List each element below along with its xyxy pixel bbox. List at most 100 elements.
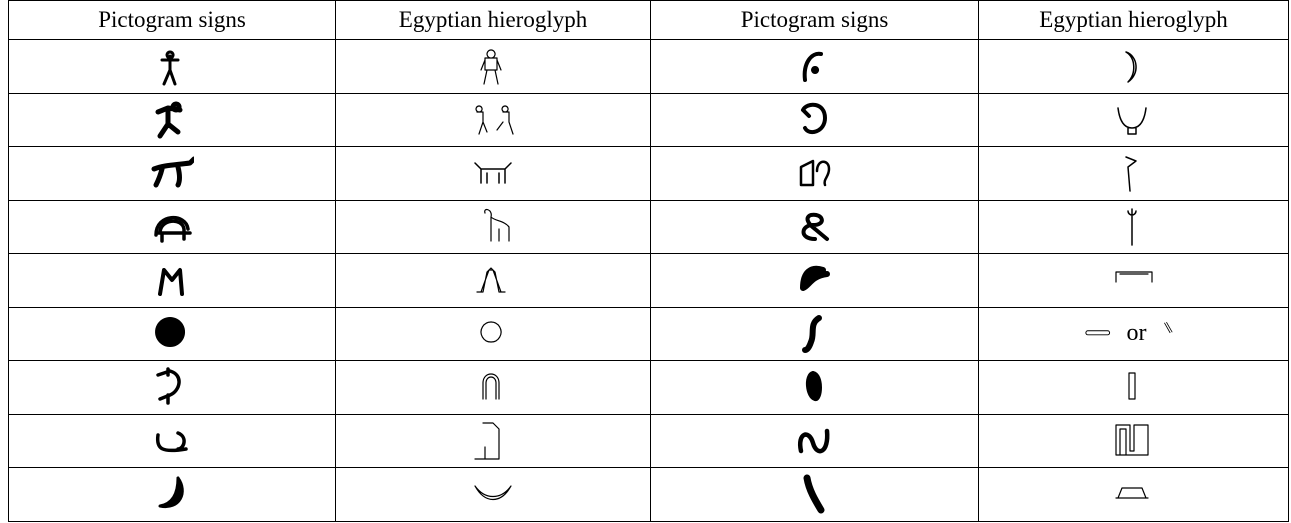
glyph <box>482 373 500 400</box>
table-cell <box>978 146 1289 201</box>
table-cell <box>978 413 1289 468</box>
glyph <box>801 212 829 241</box>
table-row: or <box>8 306 1289 361</box>
table-cell <box>335 467 651 522</box>
table-cell <box>650 146 979 201</box>
table-row <box>8 413 1289 468</box>
glyph-stroke <box>800 102 827 134</box>
table-row <box>8 360 1289 415</box>
table-cell: or <box>978 306 1289 361</box>
glyph <box>803 474 824 514</box>
glyph <box>155 431 188 452</box>
table-cell <box>8 413 336 468</box>
glyph <box>1126 208 1137 246</box>
glyph-stroke <box>801 212 829 241</box>
glyph-stroke <box>1124 156 1137 192</box>
glyph <box>154 215 192 243</box>
glyph-stroke <box>474 422 500 460</box>
glyph <box>160 50 180 86</box>
table-cell <box>650 92 979 147</box>
glyph-stroke <box>801 314 822 353</box>
table-cell <box>335 306 651 361</box>
table-cell <box>8 306 336 361</box>
glyph-stroke <box>480 321 502 343</box>
glyph <box>1114 487 1149 499</box>
glyph-stroke <box>475 105 514 135</box>
column-header: Pictogram signs <box>8 0 336 40</box>
glyph <box>801 314 822 353</box>
table-cell <box>650 360 979 415</box>
glyph-stroke <box>155 431 188 452</box>
glyph <box>800 102 827 134</box>
table-row <box>8 199 1289 254</box>
column-header: Egyptian hieroglyph <box>978 0 1289 40</box>
glyph-stroke <box>155 101 183 139</box>
glyph-stroke <box>480 49 502 85</box>
table-cell <box>650 467 979 522</box>
glyph-stroke <box>805 371 822 402</box>
table-cell <box>8 360 336 415</box>
table-cell <box>335 39 651 94</box>
glyph <box>1116 107 1147 135</box>
glyph <box>474 485 512 501</box>
table-cell <box>978 467 1289 522</box>
table-row <box>8 39 1289 94</box>
glyph <box>155 101 183 139</box>
glyph <box>476 267 506 293</box>
glyph-stroke <box>1126 208 1137 246</box>
table-cell <box>8 467 336 522</box>
glyph-stroke <box>1114 487 1149 499</box>
table-cell <box>650 306 979 361</box>
table-body: or <box>8 39 1289 522</box>
glyph <box>802 52 823 83</box>
glyph <box>480 321 502 343</box>
glyph-stroke <box>151 156 194 188</box>
glyph <box>484 208 510 242</box>
table-cell <box>650 199 979 254</box>
glyph <box>805 371 822 402</box>
glyph <box>156 367 181 405</box>
table-row <box>8 467 1289 522</box>
glyph-table: Pictogram signs Egyptian hieroglyph Pict… <box>8 0 1289 522</box>
glyph-stroke <box>803 474 824 514</box>
glyph-stroke <box>802 52 823 83</box>
glyph <box>474 422 500 460</box>
table-cell <box>335 199 651 254</box>
glyph-stroke <box>160 50 180 86</box>
glyph <box>155 316 186 347</box>
glyph-stroke <box>1124 51 1137 83</box>
table-cell <box>8 199 336 254</box>
glyph-stroke <box>476 267 506 293</box>
glyph <box>1114 271 1153 283</box>
glyph-stroke <box>156 367 181 405</box>
glyph <box>1084 329 1110 336</box>
table-cell <box>335 253 651 308</box>
glyph-stroke <box>1127 372 1136 400</box>
table-cell <box>650 253 979 308</box>
table-cell <box>978 253 1289 308</box>
table-cell <box>8 146 336 201</box>
glyph <box>1124 156 1137 192</box>
glyph <box>151 156 194 188</box>
glyph <box>158 268 184 297</box>
table-cell <box>650 39 979 94</box>
table-cell <box>8 92 336 147</box>
table-cell <box>335 146 651 201</box>
table-cell <box>335 413 651 468</box>
table-cell <box>335 92 651 147</box>
glyph <box>1114 424 1149 456</box>
glyph-stroke <box>1114 424 1149 456</box>
glyph <box>480 49 502 85</box>
table-cell <box>978 360 1289 415</box>
glyph <box>475 105 514 135</box>
glyph-stroke <box>1116 107 1147 135</box>
table-cell <box>650 413 979 468</box>
glyph <box>474 162 512 184</box>
column-header: Egyptian hieroglyph <box>335 0 651 40</box>
table-cell <box>978 199 1289 254</box>
glyph <box>1124 51 1137 83</box>
glyph-stroke <box>1163 321 1172 333</box>
column-header: Pictogram signs <box>650 0 979 40</box>
table-row <box>8 146 1289 201</box>
glyph-stroke <box>1114 271 1153 283</box>
